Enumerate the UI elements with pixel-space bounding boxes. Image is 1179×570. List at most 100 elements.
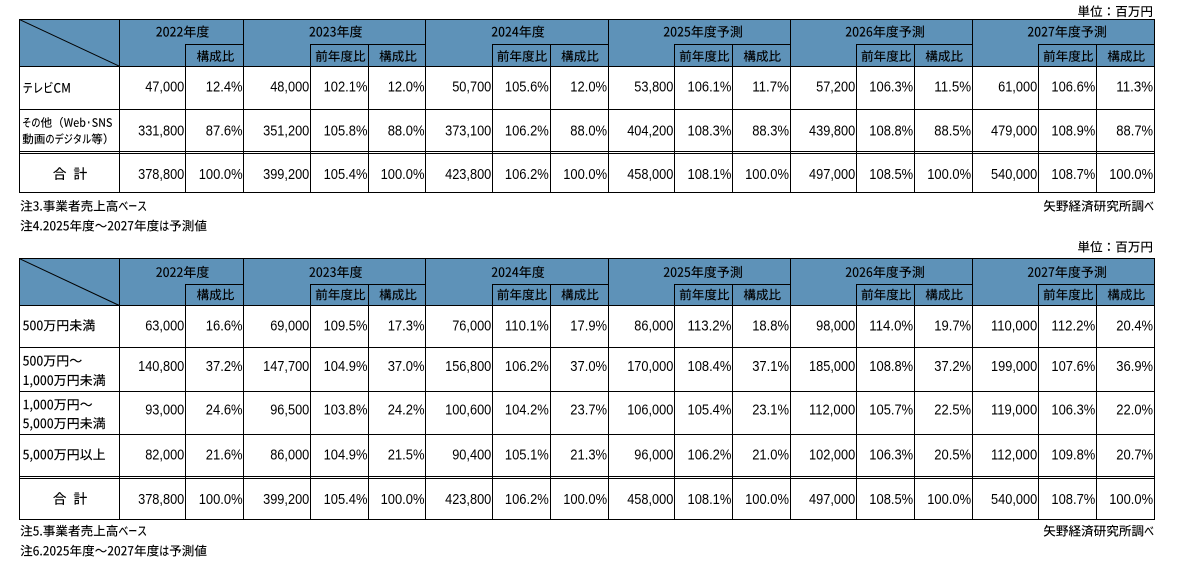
svg-text:423,800: 423,800 — [445, 167, 491, 183]
svg-text:105.4%: 105.4% — [324, 167, 368, 183]
svg-text:479,000: 479,000 — [991, 123, 1037, 139]
svg-text:100.0%: 100.0% — [563, 167, 607, 183]
svg-text:105.1%: 105.1% — [505, 447, 549, 463]
svg-text:105.4%: 105.4% — [688, 402, 732, 418]
svg-text:404,200: 404,200 — [627, 123, 673, 139]
svg-text:37.2%: 37.2% — [206, 359, 243, 375]
svg-text:399,200: 399,200 — [263, 167, 309, 183]
svg-text:63,000: 63,000 — [145, 318, 184, 334]
svg-text:331,800: 331,800 — [138, 123, 184, 139]
svg-text:69,000: 69,000 — [270, 318, 309, 334]
svg-text:112.2%: 112.2% — [1051, 318, 1095, 334]
svg-text:112,000: 112,000 — [991, 447, 1037, 463]
svg-text:76,000: 76,000 — [452, 318, 491, 334]
svg-text:104.2%: 104.2% — [505, 402, 549, 418]
svg-text:23.7%: 23.7% — [570, 402, 607, 418]
svg-text:112,000: 112,000 — [809, 402, 855, 418]
svg-text:37.0%: 37.0% — [388, 359, 425, 375]
svg-text:22.5%: 22.5% — [934, 402, 971, 418]
svg-text:106.6%: 106.6% — [1051, 80, 1095, 96]
svg-text:114.0%: 114.0% — [869, 318, 913, 334]
svg-text:108.8%: 108.8% — [869, 123, 913, 139]
svg-text:37.1%: 37.1% — [752, 359, 789, 375]
svg-text:147,700: 147,700 — [263, 359, 309, 375]
svg-text:37.0%: 37.0% — [570, 359, 607, 375]
svg-text:100.0%: 100.0% — [199, 492, 243, 508]
svg-text:373,100: 373,100 — [445, 123, 491, 139]
svg-text:88.3%: 88.3% — [752, 123, 789, 139]
svg-text:108.4%: 108.4% — [688, 359, 732, 375]
svg-text:21.3%: 21.3% — [570, 447, 607, 463]
svg-text:108.7%: 108.7% — [1051, 167, 1095, 183]
svg-text:21.6%: 21.6% — [206, 447, 243, 463]
svg-text:439,800: 439,800 — [809, 123, 855, 139]
svg-text:61,000: 61,000 — [998, 80, 1037, 96]
svg-text:11.7%: 11.7% — [752, 80, 789, 96]
svg-text:36.9%: 36.9% — [1116, 359, 1153, 375]
svg-text:11.3%: 11.3% — [1116, 80, 1153, 96]
svg-text:351,200: 351,200 — [263, 123, 309, 139]
svg-text:106.1%: 106.1% — [688, 80, 732, 96]
svg-text:100.0%: 100.0% — [927, 492, 971, 508]
svg-text:20.5%: 20.5% — [934, 447, 971, 463]
svg-text:88.7%: 88.7% — [1116, 123, 1153, 139]
svg-text:102.1%: 102.1% — [324, 80, 368, 96]
svg-text:106.3%: 106.3% — [869, 80, 913, 96]
svg-text:20.7%: 20.7% — [1116, 447, 1153, 463]
svg-text:100.0%: 100.0% — [381, 167, 425, 183]
svg-text:100,600: 100,600 — [445, 402, 491, 418]
svg-text:140,800: 140,800 — [138, 359, 184, 375]
svg-text:108.9%: 108.9% — [1051, 123, 1095, 139]
svg-text:458,000: 458,000 — [627, 492, 673, 508]
svg-text:423,800: 423,800 — [445, 492, 491, 508]
svg-text:96,500: 96,500 — [270, 402, 309, 418]
svg-text:497,000: 497,000 — [809, 167, 855, 183]
svg-text:88.5%: 88.5% — [934, 123, 971, 139]
svg-text:37.2%: 37.2% — [934, 359, 971, 375]
svg-text:106,000: 106,000 — [627, 402, 673, 418]
svg-text:105.7%: 105.7% — [869, 402, 913, 418]
svg-text:20.4%: 20.4% — [1116, 318, 1153, 334]
svg-text:106.2%: 106.2% — [688, 447, 732, 463]
svg-text:105.8%: 105.8% — [324, 123, 368, 139]
svg-text:108.1%: 108.1% — [688, 167, 732, 183]
svg-text:540,000: 540,000 — [991, 167, 1037, 183]
svg-text:170,000: 170,000 — [627, 359, 673, 375]
svg-text:100.0%: 100.0% — [199, 167, 243, 183]
svg-text:107.6%: 107.6% — [1051, 359, 1095, 375]
svg-text:199,000: 199,000 — [991, 359, 1037, 375]
svg-text:108.5%: 108.5% — [869, 167, 913, 183]
svg-text:86,000: 86,000 — [270, 447, 309, 463]
svg-text:93,000: 93,000 — [145, 402, 184, 418]
svg-text:106.3%: 106.3% — [1051, 402, 1095, 418]
svg-text:106.2%: 106.2% — [505, 167, 549, 183]
svg-text:100.0%: 100.0% — [381, 492, 425, 508]
svg-text:109.8%: 109.8% — [1051, 447, 1095, 463]
svg-text:96,000: 96,000 — [634, 447, 673, 463]
svg-text:108.3%: 108.3% — [688, 123, 732, 139]
svg-text:98,000: 98,000 — [816, 318, 855, 334]
svg-text:102,000: 102,000 — [809, 447, 855, 463]
svg-text:12.4%: 12.4% — [206, 80, 243, 96]
svg-text:48,000: 48,000 — [270, 80, 309, 96]
svg-text:11.5%: 11.5% — [934, 80, 971, 96]
svg-text:12.0%: 12.0% — [388, 80, 425, 96]
svg-text:23.1%: 23.1% — [752, 402, 789, 418]
svg-text:88.0%: 88.0% — [570, 123, 607, 139]
svg-text:100.0%: 100.0% — [745, 492, 789, 508]
svg-text:108.1%: 108.1% — [688, 492, 732, 508]
svg-text:108.7%: 108.7% — [1051, 492, 1095, 508]
svg-text:106.3%: 106.3% — [869, 447, 913, 463]
svg-text:497,000: 497,000 — [809, 492, 855, 508]
svg-text:17.9%: 17.9% — [570, 318, 607, 334]
svg-text:86,000: 86,000 — [634, 318, 673, 334]
svg-text:110.1%: 110.1% — [505, 318, 549, 334]
svg-text:106.2%: 106.2% — [505, 359, 549, 375]
svg-text:21.5%: 21.5% — [388, 447, 425, 463]
svg-text:24.6%: 24.6% — [206, 402, 243, 418]
svg-text:24.2%: 24.2% — [388, 402, 425, 418]
svg-text:103.8%: 103.8% — [324, 402, 368, 418]
svg-text:87.6%: 87.6% — [206, 123, 243, 139]
svg-text:12.0%: 12.0% — [570, 80, 607, 96]
svg-text:156,800: 156,800 — [445, 359, 491, 375]
